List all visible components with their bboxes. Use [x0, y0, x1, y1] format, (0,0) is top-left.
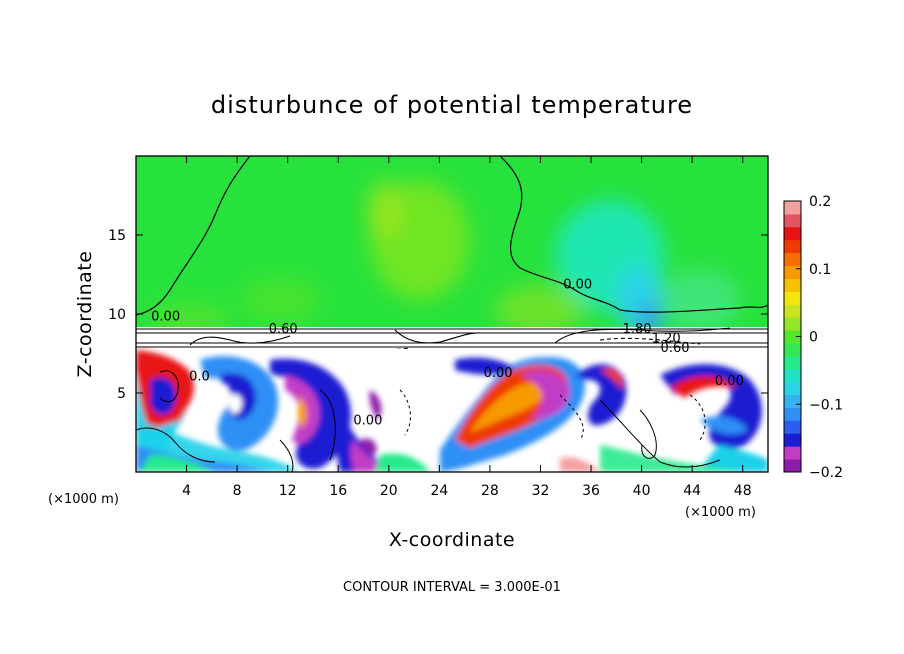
y-tick-label: 10 [108, 307, 126, 323]
colorbar-segment [784, 213, 801, 228]
colorbar-segment [784, 252, 801, 267]
x-tick-label: 12 [279, 483, 297, 499]
x-unit-right: (×1000 m) [685, 505, 756, 520]
contour-label: 0.60 [269, 322, 298, 337]
x-tick-label: 8 [233, 483, 242, 499]
contour-label: 0.00 [151, 309, 180, 324]
x-tick-label: 40 [633, 483, 651, 499]
colorbar-segment [784, 394, 801, 408]
y-tick-label: 15 [108, 228, 126, 244]
contour-label: 1.20 [652, 331, 681, 346]
colorbar [784, 201, 801, 473]
x-tick-label: 24 [430, 483, 448, 499]
x-tick-label: 44 [683, 483, 701, 499]
contour-label: 0.0 [189, 369, 210, 384]
colorbar-segment [784, 433, 801, 447]
colorbar-segment [784, 304, 801, 318]
contour-label: 0.60 [661, 341, 690, 356]
y-axis-ticks: 5 10 15 [108, 228, 768, 402]
colorbar-segment [784, 381, 801, 396]
contour-zero-upper [136, 156, 768, 316]
colorbar-ticks: 0.2 0.1 0 −0.1 −0.2 [796, 194, 843, 481]
colorbar-tick-label: 0 [809, 330, 818, 346]
x-axis-label: X-coordinate [389, 529, 515, 551]
colorbar-segment [784, 317, 801, 331]
colorbar-segment [784, 278, 801, 292]
colorbar-segment [784, 355, 801, 370]
x-unit-left: (×1000 m) [48, 492, 119, 507]
colorbar-segment [784, 330, 801, 344]
y-axis-label: Z-coordinate [74, 251, 96, 378]
colorbar-tick-label: 0.2 [809, 194, 831, 210]
colorbar-segment [784, 226, 801, 241]
colorbar-segment [784, 201, 801, 215]
colorbar-tick-label: −0.2 [809, 465, 843, 481]
colorbar-segment [784, 407, 801, 421]
plot-area [136, 156, 768, 472]
lower-contours [136, 370, 721, 472]
colorbar-segment [784, 459, 801, 473]
x-tick-label: 16 [329, 483, 347, 499]
colorbar-segment [784, 368, 801, 383]
colorbar-segment [784, 265, 801, 279]
colorbar-tick-label: 0.1 [809, 262, 831, 278]
contour-label: 0.00 [353, 414, 382, 429]
x-axis-ticks: 4 8 12 16 20 24 28 32 36 40 44 48 [182, 156, 752, 499]
contour-label: 0.00 [563, 278, 592, 293]
colorbar-segment [784, 420, 801, 434]
x-tick-label: 28 [481, 483, 499, 499]
colorbar-segment [784, 291, 801, 305]
colorbar-segment [784, 342, 801, 357]
lower-field-vortices [136, 350, 768, 472]
contour-interval-note: CONTOUR INTERVAL = 3.000E-01 [343, 580, 561, 595]
x-tick-label: 32 [532, 483, 550, 499]
x-tick-label: 48 [734, 483, 752, 499]
colorbar-segment [784, 239, 801, 254]
x-tick-label: 4 [182, 483, 191, 499]
x-tick-label: 36 [582, 483, 600, 499]
x-tick-label: 20 [380, 483, 398, 499]
contour-label: 1.80 [623, 322, 652, 337]
contour-labels: 0.000.600.001.801.200.600.000.000.000.0 [151, 278, 744, 429]
colorbar-segment [784, 446, 801, 460]
y-tick-label: 5 [117, 386, 126, 402]
chart-title: disturbunce of potential temperature [211, 91, 693, 119]
colorbar-tick-label: −0.1 [809, 397, 843, 413]
contour-label: 0.00 [484, 366, 513, 381]
contour-label: 0.00 [715, 374, 744, 389]
